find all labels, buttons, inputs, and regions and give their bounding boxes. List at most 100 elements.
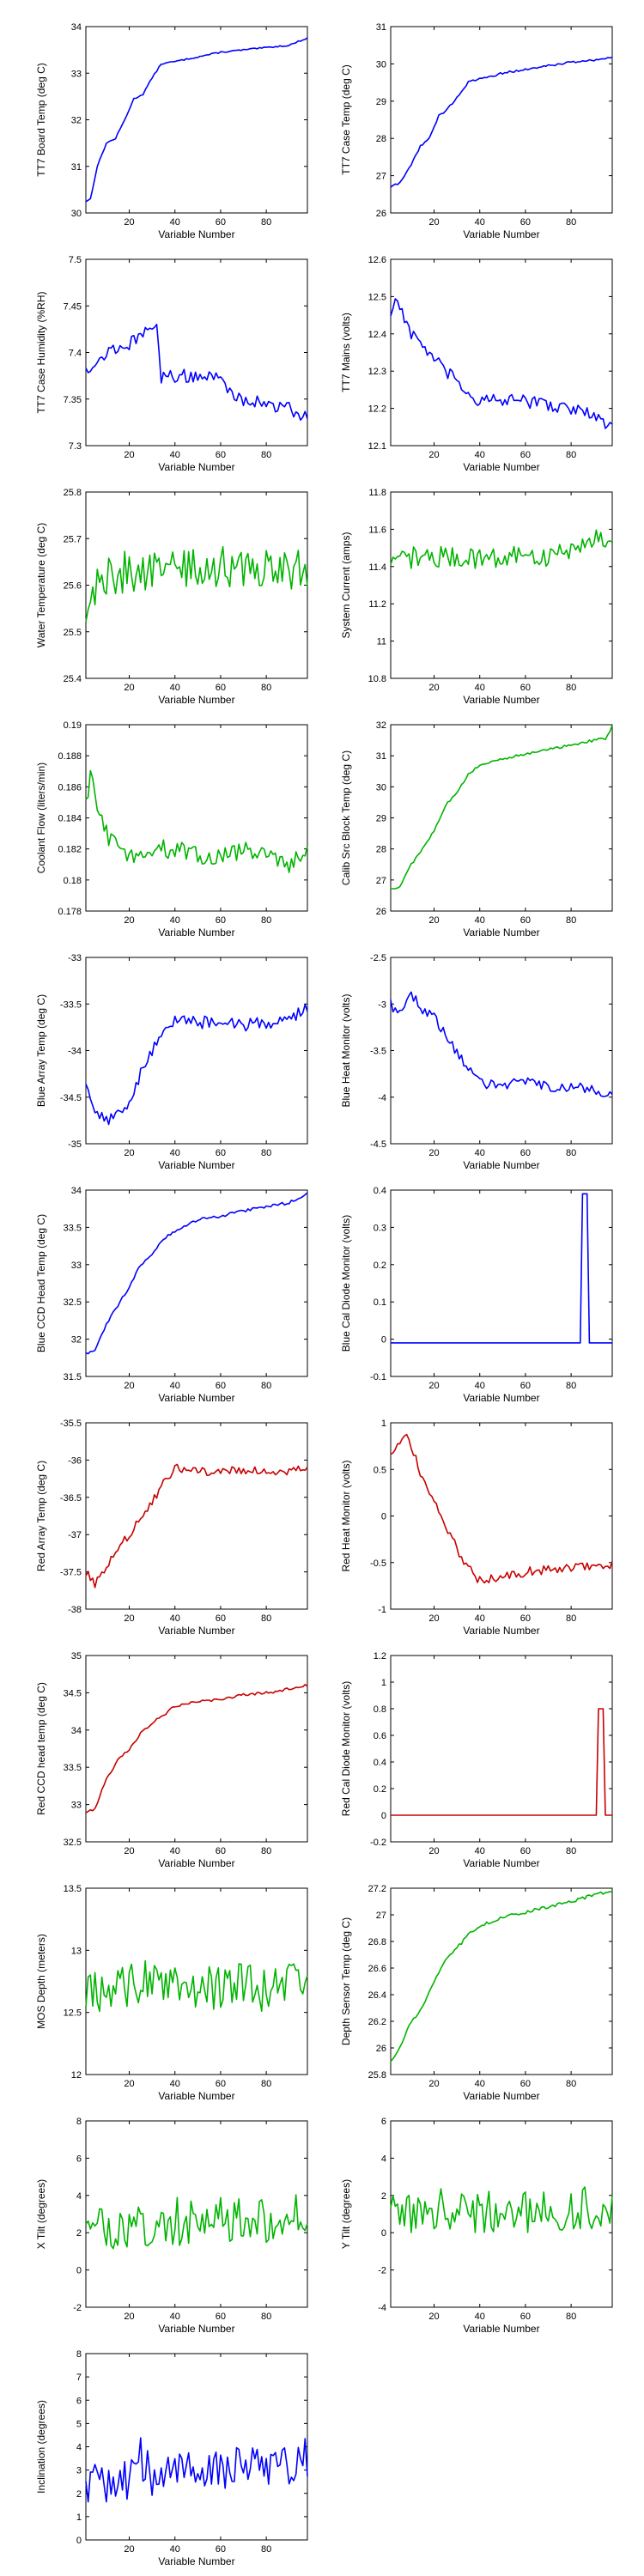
x-tick-label: 80 [261, 1613, 271, 1624]
chart-panel-6: 20 40 60 80 10.8 11 11.2 11.4 11.6 11.8 Variable N… [340, 488, 613, 706]
y-tick-label: 0.2 [374, 1261, 386, 1271]
y-tick-label: 0 [381, 1512, 386, 1522]
y-tick-label: 27 [376, 876, 386, 886]
plot-frame [85, 2353, 308, 2541]
y-tick-label: -37.5 [60, 1568, 82, 1578]
x-tick-label: 20 [124, 450, 134, 460]
x-tick-label: 20 [428, 1613, 439, 1624]
y-tick-label: 0.5 [374, 1465, 386, 1475]
y-axis-label: X Tilt (degrees) [35, 2179, 47, 2249]
y-tick-label: -0.1 [370, 1372, 386, 1382]
x-tick-label: 20 [124, 2312, 134, 2322]
x-tick-label: 20 [428, 2312, 439, 2322]
plot-frame [85, 2120, 308, 2308]
y-tick-label: 32 [376, 720, 386, 731]
x-tick-label: 60 [216, 217, 226, 228]
y-tick-label: 0.182 [58, 845, 82, 855]
x-tick-label: 40 [475, 683, 485, 693]
y-tick-label: 25.5 [64, 628, 82, 638]
y-tick-label: 34 [71, 1726, 82, 1736]
x-tick-label: 80 [566, 1613, 576, 1624]
x-tick-label: 60 [216, 683, 226, 693]
x-tick-label: 60 [216, 2312, 226, 2322]
plot-frame [390, 258, 613, 447]
x-axis-label: Variable Number [158, 694, 234, 706]
x-axis-label: Variable Number [158, 927, 234, 939]
x-tick-label: 60 [216, 1846, 226, 1856]
y-tick-label: -2 [378, 2266, 386, 2276]
x-tick-label: 40 [170, 1381, 180, 1391]
chart-panel-15: 20 40 60 80 32.5 33 33.5 34 34.5 35 Variable Numbe… [35, 1651, 308, 1869]
x-tick-label: 60 [520, 1846, 531, 1856]
series-line [85, 37, 308, 203]
series-line [85, 1959, 308, 2013]
y-tick-label: 1.2 [374, 1651, 386, 1662]
x-tick-label: 20 [124, 1846, 134, 1856]
y-tick-label: 26.2 [368, 2017, 386, 2027]
y-tick-label: 8 [76, 2117, 82, 2127]
plot-frame [85, 1655, 308, 1843]
x-tick-label: 60 [216, 915, 226, 926]
x-tick-label: 40 [170, 2312, 180, 2322]
y-tick-label: -4 [378, 2303, 386, 2313]
x-tick-label: 80 [566, 450, 576, 460]
x-tick-label: 40 [475, 2312, 485, 2322]
x-tick-label: 60 [216, 2079, 226, 2089]
x-tick-label: 40 [170, 2544, 180, 2555]
plot-frame [390, 1189, 613, 1377]
plot-frame [390, 724, 613, 912]
chart-panel-19: 20 40 60 80 -2 0 2 4 6 8 Variable Number X Tilt (de… [35, 2117, 308, 2335]
y-axis-label: System Current (amps) [340, 532, 352, 638]
y-tick-label: 25.7 [64, 534, 82, 544]
x-tick-label: 40 [170, 915, 180, 926]
y-tick-label: -3 [378, 999, 386, 1010]
series-line [390, 991, 613, 1097]
y-axis-label: Depth Sensor Temp (deg C) [340, 1917, 352, 2045]
y-tick-label: -37 [68, 1530, 82, 1540]
y-tick-label: -4 [378, 1093, 386, 1103]
y-tick-label: 28 [376, 845, 386, 855]
x-tick-label: 40 [170, 1846, 180, 1856]
chart-panel-1: 20 40 60 80 30 31 32 33 34 Variable Number TT7 Boa… [35, 22, 308, 240]
y-tick-label: 4 [76, 2443, 82, 2453]
x-tick-label: 60 [520, 1148, 531, 1158]
plot-frame [85, 1189, 308, 1377]
x-tick-label: 20 [124, 2079, 134, 2089]
y-tick-label: 12.2 [368, 404, 386, 415]
series-line [85, 545, 308, 623]
y-tick-label: 12.6 [368, 255, 386, 265]
y-tick-label: 25.6 [64, 581, 82, 592]
y-tick-label: 0.8 [374, 1704, 386, 1715]
x-axis-label: Variable Number [463, 694, 539, 706]
y-tick-label: 30 [71, 209, 82, 219]
y-tick-label: 32.5 [64, 1297, 82, 1308]
y-tick-label: 33 [71, 69, 82, 79]
chart-panel-5: 20 40 60 80 25.4 25.5 25.6 25.7 25.8 Variable Num… [35, 488, 308, 706]
x-axis-label: Variable Number [158, 228, 234, 240]
x-axis-label: Variable Number [158, 1159, 234, 1171]
series-line [85, 1463, 308, 1589]
plot-frame [390, 491, 613, 679]
y-tick-label: 31 [376, 22, 386, 33]
series-line [391, 725, 613, 890]
y-tick-label: 7.45 [64, 301, 82, 312]
series-line [85, 769, 308, 873]
y-tick-label: 1 [381, 1678, 386, 1688]
y-tick-label: 0.4 [374, 1186, 386, 1196]
x-tick-label: 40 [170, 217, 180, 228]
y-tick-label: 0.6 [374, 1731, 386, 1741]
x-tick-label: 80 [261, 1381, 271, 1391]
x-tick-label: 60 [216, 1613, 226, 1624]
y-tick-label: 11 [377, 637, 386, 647]
y-tick-label: -33 [68, 953, 82, 963]
x-tick-label: 40 [475, 1613, 485, 1624]
y-tick-label: 0 [381, 1335, 386, 1346]
x-tick-label: 40 [475, 915, 485, 926]
y-tick-label: -3.5 [370, 1047, 386, 1057]
chart-panel-18: 20 40 60 80 25.8 26 26.2 26.4 26.6 26.8 27 27.2 Vari… [340, 1884, 613, 2102]
y-tick-label: 34 [71, 1186, 82, 1196]
plot-frame [390, 26, 613, 214]
y-tick-label: 0.18 [64, 876, 82, 886]
x-tick-label: 60 [520, 2079, 531, 2089]
